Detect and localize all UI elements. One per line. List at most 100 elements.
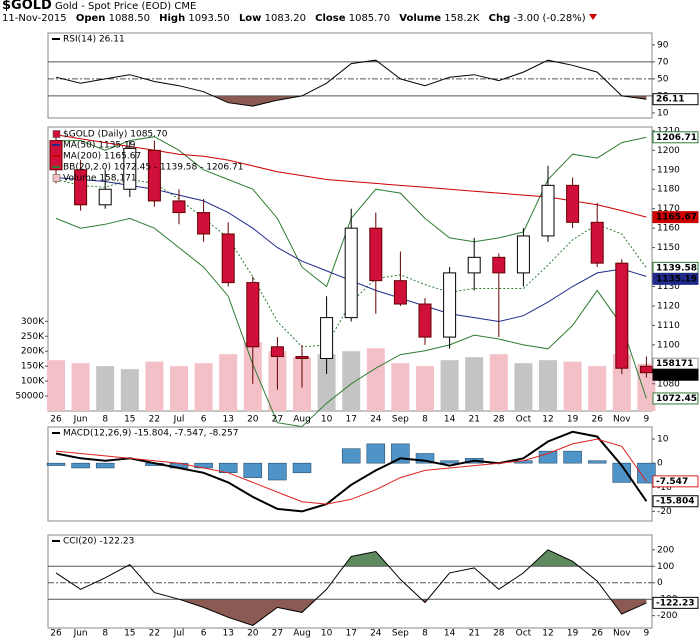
candle-body <box>369 227 383 282</box>
histogram-bar <box>243 462 263 478</box>
value-tag-label: -15.804 <box>656 497 694 507</box>
quote-row: 11-Nov-2015 Open 1088.50 High 1093.50 Lo… <box>2 13 597 25</box>
x-tick-label: Jun <box>73 415 88 425</box>
candle-body <box>344 227 358 319</box>
volume-bar <box>514 363 533 411</box>
x-tick-label: 22 <box>149 629 160 639</box>
panel-frame <box>47 534 653 629</box>
value-tag <box>652 596 699 609</box>
value-tag-label: 1135.19 <box>656 274 697 284</box>
y-tick-label: 1170 <box>657 204 680 214</box>
volume-bar <box>588 366 607 411</box>
histogram-bar <box>71 462 90 469</box>
value-tag-label: 1072.45 <box>656 394 697 404</box>
overbought-fill <box>56 549 647 567</box>
y-tick-label: 10 <box>657 108 669 118</box>
x-tick-label: 27 <box>272 415 283 425</box>
histogram-bar <box>46 462 66 466</box>
y-tick-label: -10 <box>657 483 672 493</box>
volume-bar <box>120 369 139 411</box>
x-tick-label: 13 <box>222 629 233 639</box>
volume-bar <box>563 361 582 411</box>
y-tick-label: 250K <box>21 332 45 342</box>
exchange: CME <box>174 1 197 12</box>
description: Gold - Spot Price (EOD) <box>55 1 172 12</box>
x-tick-label: 17 <box>345 629 356 639</box>
value-tag <box>652 131 699 144</box>
histogram-bar <box>587 460 607 464</box>
histogram-bar <box>292 462 312 474</box>
histogram-bar <box>341 448 361 464</box>
legend-icon <box>52 174 61 182</box>
candle-body <box>320 317 334 359</box>
x-tick-label: Sep <box>392 415 409 425</box>
quote-value: -3.00 (-0.28%) <box>513 13 586 24</box>
candle-body <box>98 188 112 206</box>
histogram-bar <box>538 450 558 464</box>
candle-body <box>246 282 260 348</box>
series-line <box>55 217 647 428</box>
x-tick-label: 19 <box>567 629 579 639</box>
value-tag <box>652 211 699 224</box>
series-line <box>55 438 647 505</box>
date: 11-Nov-2015 <box>2 13 67 24</box>
y-tick-label: 100K <box>21 377 45 387</box>
volume-bar <box>317 354 336 411</box>
header: $GOLD Gold - Spot Price (EOD) CME 11-Nov… <box>2 0 597 24</box>
histogram-bar <box>268 462 287 481</box>
volume-bar <box>47 360 65 411</box>
volume-bar <box>539 360 557 411</box>
series-line <box>55 430 648 513</box>
candle-body <box>492 256 506 274</box>
y-tick-label: 1190 <box>657 165 680 175</box>
candle-body <box>147 149 161 202</box>
x-tick-label: 8 <box>102 415 108 425</box>
x-tick-label: Jul <box>173 629 185 639</box>
y-tick-label: -200 <box>657 611 678 621</box>
quote-value: 1083.20 <box>264 13 306 24</box>
legend-label: $GOLD (Daily) 1085.70 <box>63 130 168 140</box>
y-tick-label: 1110 <box>657 321 680 331</box>
series-line <box>55 549 647 627</box>
legend-label: Volume 158,171 <box>63 174 137 184</box>
x-tick-label: 15 <box>124 629 135 639</box>
x-tick-label: 28 <box>493 415 505 425</box>
quote-label: Close <box>315 13 346 24</box>
volume-bar <box>489 354 508 411</box>
y-tick-label: 200K <box>21 347 45 357</box>
candle-body <box>74 169 88 206</box>
x-tick-label: 21 <box>468 415 479 425</box>
x-tick-label: Aug <box>293 629 311 639</box>
legend-label: MACD(12,26,9) -15.804, -7.547, -8.257 <box>63 429 238 439</box>
value-tag <box>652 272 699 285</box>
value-tag <box>652 368 699 381</box>
x-tick-label: 19 <box>567 415 579 425</box>
y-tick-label: 10 <box>657 435 669 445</box>
x-tick-label: 26 <box>50 629 62 639</box>
x-tick-label: 14 <box>444 415 456 425</box>
x-tick-label: 27 <box>272 629 283 639</box>
x-tick-label: Oct <box>516 629 532 639</box>
y-tick-label: 1160 <box>657 224 680 234</box>
x-tick-label: 6 <box>201 629 207 639</box>
panel-frame <box>47 32 653 119</box>
value-tag <box>652 392 699 405</box>
value-tag-label: 1139.58 <box>656 263 697 273</box>
y-tick-label: 300K <box>21 317 45 327</box>
histogram-bar <box>95 462 115 469</box>
volume-bar <box>416 366 434 411</box>
x-tick-label: 24 <box>370 629 382 639</box>
y-tick-label: 200 <box>657 545 674 555</box>
candle-body <box>615 262 629 369</box>
candle-body <box>221 233 235 284</box>
legend-label: MA(200) 1165.67 <box>63 152 141 162</box>
x-tick-label: 28 <box>493 629 505 639</box>
x-tick-label: 8 <box>422 415 428 425</box>
x-tick-label: 15 <box>124 415 135 425</box>
candle-body <box>590 221 604 264</box>
volume-bar <box>366 348 385 411</box>
value-tag <box>652 495 699 508</box>
x-tick-label: 26 <box>591 415 603 425</box>
volume-bar <box>440 360 459 411</box>
